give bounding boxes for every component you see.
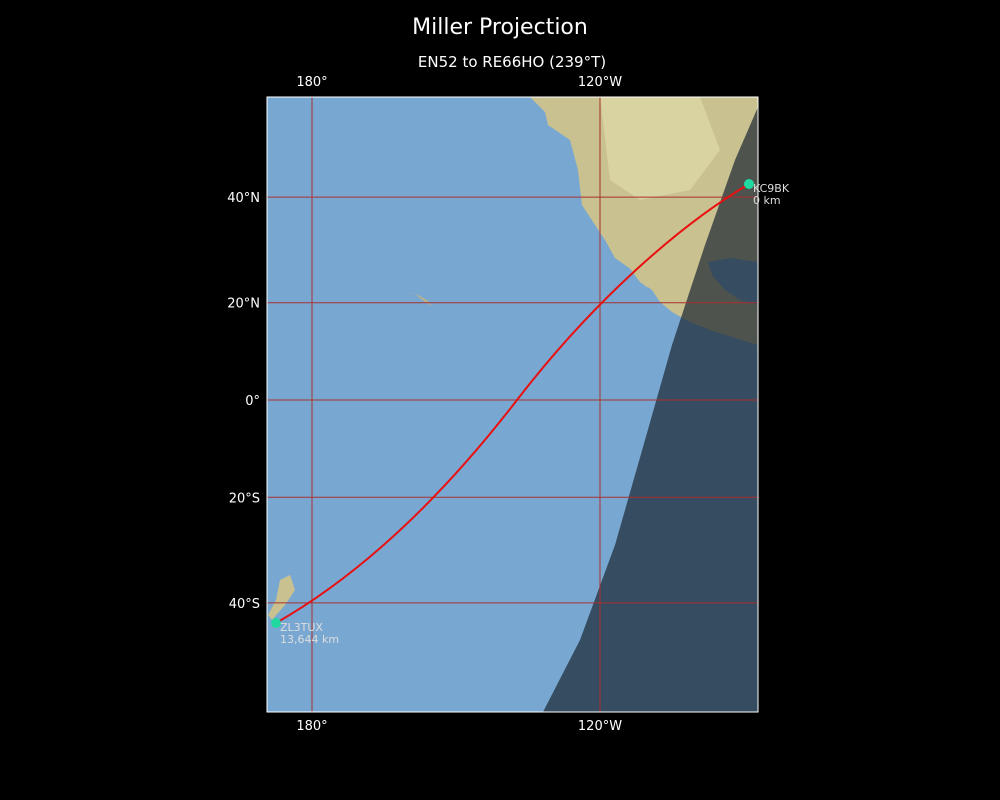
map-frame — [266, 96, 759, 713]
lon-tick-label-top: 180° — [296, 75, 327, 90]
new-zealand — [268, 575, 295, 620]
subtitle: EN52 to RE66HO (239°T) — [418, 53, 606, 71]
station-marker — [744, 179, 754, 189]
lon-tick-label-top: 120°W — [578, 75, 622, 90]
lat-tick-label: 20°S — [229, 491, 260, 506]
station-marker — [271, 618, 281, 628]
lat-tick-label: 0° — [245, 394, 260, 409]
baja — [612, 240, 648, 288]
lon-tick-label-bottom: 180° — [296, 719, 327, 734]
title: Miller Projection — [412, 15, 588, 40]
lat-tick-label: 40°N — [227, 191, 260, 206]
night-shade — [543, 107, 758, 712]
station-distance: 13,644 km — [280, 633, 339, 646]
lat-tick-label: 20°N — [227, 297, 260, 312]
desert — [600, 97, 720, 200]
station-name: ZL3TUX — [280, 621, 323, 634]
map-area — [267, 97, 758, 712]
great-circle-path — [275, 183, 750, 624]
graticule — [267, 97, 758, 712]
lon-tick-label-bottom: 120°W — [578, 719, 622, 734]
lat-tick-label: 40°S — [229, 597, 260, 612]
station-distance: 0 km — [753, 194, 781, 207]
station-name: KC9BK — [753, 182, 790, 195]
